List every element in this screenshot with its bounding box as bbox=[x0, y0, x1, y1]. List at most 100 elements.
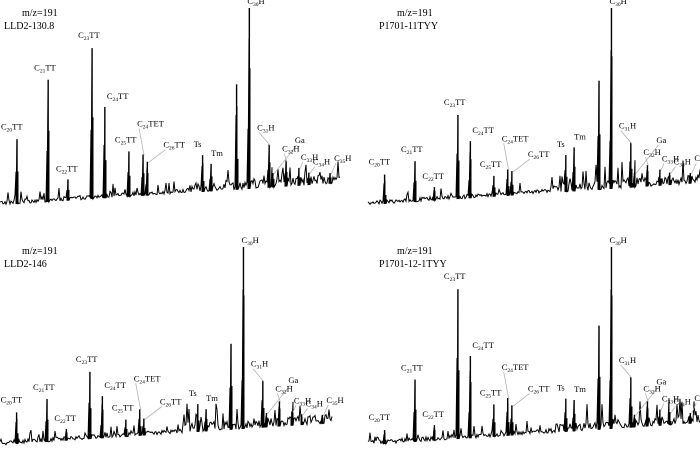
panel-sample-id: P1701-12-1TYY bbox=[379, 259, 447, 270]
label-leader bbox=[330, 162, 337, 175]
peak-label-ts: Ts bbox=[194, 139, 202, 149]
label-leader bbox=[670, 406, 676, 414]
peak-label-c21tt: C21TT bbox=[34, 63, 56, 75]
label-leader bbox=[299, 161, 304, 170]
peak-label-c22tt: C22TT bbox=[56, 163, 78, 175]
peak-label-c32h: C32H bbox=[643, 383, 660, 395]
label-leader bbox=[138, 128, 145, 156]
panel-p1701-12-1tyy: m/z=191 P1701-12-1TYY C20TT C21TT C22TT C23… bbox=[367, 235, 700, 446]
peak-label-ga: Ga bbox=[295, 135, 305, 145]
label-leader bbox=[277, 393, 281, 403]
peak-label-c22tt: C22TT bbox=[54, 413, 76, 425]
peak-label-c25tt: C25TT bbox=[480, 159, 502, 171]
peak-label-c24tt: C24TT bbox=[472, 340, 494, 352]
chromatogram-trace bbox=[0, 38, 341, 206]
peak-label-c25tt: C25TT bbox=[112, 403, 134, 415]
peak-label-c21tt: C21TT bbox=[401, 363, 423, 375]
peak-label-c34h: C34H bbox=[306, 398, 323, 410]
peak-label-c19tt: C20TT bbox=[1, 394, 23, 406]
peak-label-c31h: C31H bbox=[619, 121, 636, 133]
label-leader bbox=[148, 149, 166, 164]
peak-label-c24tet: C24TET bbox=[502, 133, 530, 145]
peak-label-c23tt: C23TT bbox=[444, 97, 466, 109]
label-leader bbox=[635, 144, 659, 175]
panel-sample-id: LLD2-130.8 bbox=[4, 21, 54, 32]
peak-label-c34h: C34H bbox=[674, 397, 691, 409]
peak-label-c26tt: C26TT bbox=[160, 397, 182, 409]
peak-label-c23tt: C23TT bbox=[78, 30, 100, 42]
peak-label-c30h: C30H bbox=[247, 0, 264, 8]
peak-label-c22tt: C22TT bbox=[422, 409, 444, 421]
panel-p1701-11tyy: m/z=191 P1701-11TYY C20TT C21TT C22TT C23TT… bbox=[367, 0, 700, 206]
label-leader bbox=[144, 406, 163, 420]
label-leader bbox=[620, 364, 633, 379]
peak-label-tm: Tm bbox=[211, 148, 223, 158]
label-leader bbox=[690, 402, 697, 415]
peak-label-c33h: C33H bbox=[662, 394, 679, 406]
panel-title: m/z=191 bbox=[397, 8, 433, 19]
label-leader bbox=[135, 383, 142, 411]
label-leader bbox=[512, 392, 531, 407]
peak-label-ts: Ts bbox=[557, 139, 565, 149]
peak-label-c19tt: C20TT bbox=[1, 121, 23, 133]
label-leader bbox=[690, 162, 697, 175]
label-leader bbox=[620, 130, 633, 144]
peak-label-c33h: C33H bbox=[301, 152, 318, 164]
panel-title: m/z=191 bbox=[22, 8, 58, 19]
peak-label-c30h: C30H bbox=[609, 235, 626, 247]
label-leader bbox=[670, 166, 676, 174]
peak-label-c34h: C34H bbox=[313, 157, 330, 169]
panel-lld2-146: m/z=191 LLD2-146 C20TT C21TT C22TT C23TT C24… bbox=[0, 235, 344, 446]
label-leader bbox=[660, 403, 665, 411]
label-leader bbox=[322, 404, 329, 416]
peak-label-c21tt: C21TT bbox=[401, 144, 423, 156]
peak-label-ga: Ga bbox=[656, 135, 666, 145]
peak-label-c24tt: C24TT bbox=[107, 91, 129, 103]
peak-label-c31h: C31H bbox=[257, 122, 274, 134]
peak-label-c23tt: C23TT bbox=[444, 271, 466, 283]
label-leader bbox=[252, 368, 265, 382]
peak-label-c22tt: C22TT bbox=[422, 171, 444, 183]
peak-label-c35h: C35H bbox=[694, 153, 700, 165]
peak-label-c26tt: C26TT bbox=[163, 140, 185, 152]
peak-label-c25tt: C25TT bbox=[480, 387, 502, 399]
peak-label-c30h: C30H bbox=[609, 0, 626, 8]
label-leader bbox=[292, 405, 297, 413]
peak-label-c25tt: C25TT bbox=[115, 134, 137, 146]
peak-label-tm: Tm bbox=[206, 393, 218, 403]
peak-label-c30h: C30H bbox=[241, 235, 258, 247]
label-leader bbox=[273, 144, 298, 175]
panel-title: m/z=191 bbox=[397, 246, 433, 257]
peak-label-c32h: C32H bbox=[275, 383, 292, 395]
label-leader bbox=[258, 132, 271, 146]
peak-label-c35h: C35H bbox=[334, 153, 351, 165]
peak-label-c23tt: C23TT bbox=[76, 354, 98, 366]
peak-label-ga: Ga bbox=[288, 375, 298, 385]
label-leader bbox=[635, 386, 659, 416]
peak-label-c31h: C31H bbox=[619, 355, 636, 367]
panel-sample-id: P1701-11TYY bbox=[379, 21, 438, 32]
peak-label-c24tt: C24TT bbox=[104, 380, 126, 392]
peak-label-c32h: C32H bbox=[282, 143, 299, 155]
peak-label-c35h: C35H bbox=[326, 395, 343, 407]
label-leader bbox=[302, 408, 308, 416]
chromatogram-trace bbox=[367, 289, 700, 446]
peak-label-c26tt: C26TT bbox=[528, 149, 550, 161]
label-leader bbox=[283, 153, 288, 163]
panel-lld2-130-8: m/z=191 LLD2-130.8 C20TT C21TT C22TT C23TT C… bbox=[0, 0, 351, 206]
label-leader bbox=[267, 384, 291, 415]
peak-label-c32h: C32H bbox=[643, 147, 660, 159]
peak-label-c31h: C31H bbox=[251, 359, 268, 371]
peak-label-c26tt: C26TT bbox=[528, 383, 550, 395]
peak-label-c24tet: C24TET bbox=[134, 373, 162, 385]
peak-label-c24tet: C24TET bbox=[502, 362, 530, 374]
label-leader bbox=[660, 163, 665, 171]
peak-label-c34h: C34H bbox=[674, 157, 691, 169]
panel-title: m/z=191 bbox=[22, 246, 58, 257]
peak-label-tm: Tm bbox=[574, 131, 586, 141]
panel-sample-id: LLD2-146 bbox=[4, 259, 47, 270]
peak-label-ga: Ga bbox=[656, 377, 666, 387]
peak-label-c19tt: C20TT bbox=[369, 412, 391, 424]
